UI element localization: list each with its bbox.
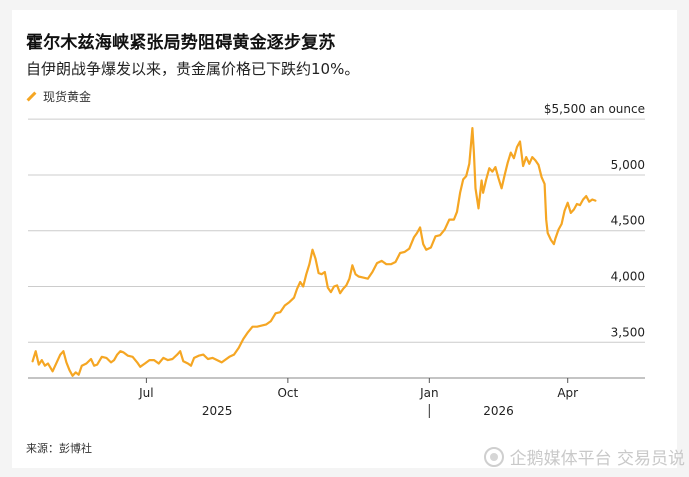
y-tick-label: $5,500 an ounce (544, 102, 645, 116)
y-tick-label: 5,000 (611, 158, 645, 172)
x-tick-label: Jan (419, 386, 439, 400)
legend-label: 现货黄金 (43, 90, 92, 104)
y-tick-label: 4,000 (611, 270, 645, 284)
legend: 现货黄金 (26, 88, 91, 105)
y-tick-label: 4,500 (611, 214, 645, 228)
y-tick-label: 3,500 (611, 325, 645, 339)
source-note: 来源：彭博社 (26, 442, 92, 455)
x-year-label: 2026 (483, 404, 514, 418)
x-tick-label: Apr (557, 386, 578, 400)
chart-title: 霍尔木兹海峡紧张局势阻碍黄金逐步复苏 (26, 33, 336, 53)
chart-card: 霍尔木兹海峡紧张局势阻碍黄金逐步复苏 自伊朗战争爆发以来，贵金属价格已下跌约10… (12, 10, 677, 468)
x-year-label: 2025 (202, 404, 233, 418)
penguin-logo-icon (483, 446, 504, 467)
chart-subtitle: 自伊朗战争爆发以来，贵金属价格已下跌约10%。 (26, 60, 360, 78)
x-tick-label: Jul (138, 386, 153, 400)
series-line-spot-gold (31, 127, 597, 377)
x-tick-label: Oct (277, 386, 298, 400)
watermark: 企鹅媒体平台 交易员说 (483, 444, 685, 469)
watermark-text: 企鹅媒体平台 交易员说 (509, 449, 685, 469)
